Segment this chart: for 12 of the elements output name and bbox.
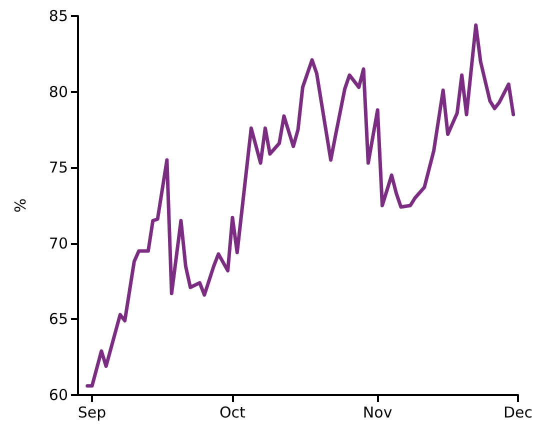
y-tick-label: 75 [48,158,68,177]
x-tick-label: Sep [78,404,106,422]
x-tick-label: Nov [362,404,392,422]
y-tick-label: 85 [48,7,68,25]
line-series [86,23,516,388]
x-tick-label: Dec [503,404,533,422]
y-tick-label: 80 [48,82,68,101]
y-axis-title: % [12,198,30,213]
y-tick-label: 60 [48,386,68,404]
x-tick-label: Oct [220,404,246,422]
y-tick-label: 70 [48,234,68,252]
y-tick-label: 65 [48,310,68,328]
